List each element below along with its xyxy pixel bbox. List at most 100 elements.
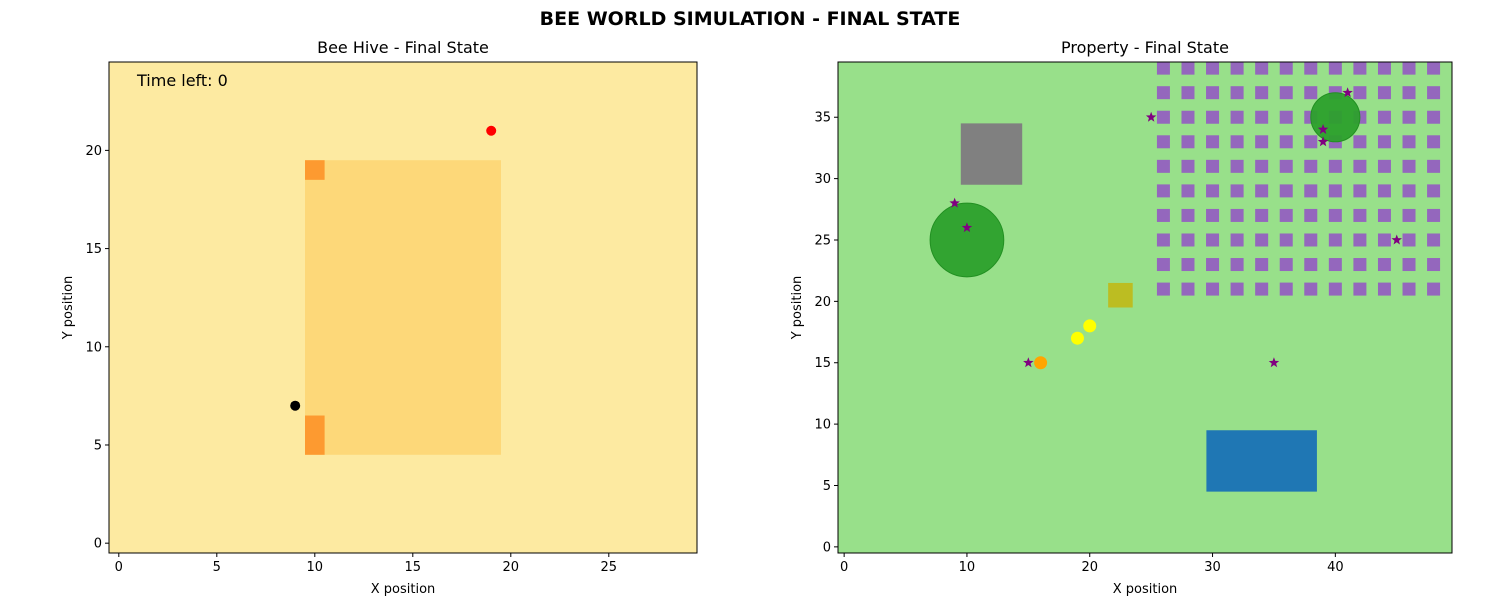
x-tick-label: 10 <box>307 560 324 575</box>
flower-marker <box>1402 208 1416 222</box>
flower-marker <box>1181 184 1195 198</box>
flower-marker <box>1353 184 1367 198</box>
flower-marker <box>1156 258 1170 272</box>
star-marker <box>949 197 960 208</box>
orange-bee-point <box>1034 356 1048 370</box>
flower-marker <box>1255 86 1269 100</box>
flower-marker <box>1279 110 1293 124</box>
flower-marker <box>1181 86 1195 100</box>
flower-marker <box>1402 282 1416 296</box>
flower-marker <box>1353 62 1367 75</box>
flower-marker <box>1304 62 1318 75</box>
hive-body <box>305 160 501 455</box>
flower-marker <box>1402 135 1416 149</box>
flower-marker <box>1255 208 1269 222</box>
x-tick-label: 20 <box>1081 560 1098 575</box>
y-tick-label: 0 <box>94 537 102 552</box>
x-tick-label: 40 <box>1327 560 1344 575</box>
flower-marker <box>1230 62 1244 75</box>
yellow-bee-point <box>1083 319 1097 333</box>
plot-area <box>109 62 697 553</box>
flower-marker <box>1353 233 1367 247</box>
flower-marker <box>1304 233 1318 247</box>
flower-marker <box>1230 233 1244 247</box>
x-tick-label: 5 <box>213 560 221 575</box>
flower-marker <box>1206 62 1220 75</box>
x-axis-label: X position <box>371 582 436 597</box>
flower-marker <box>1304 184 1318 198</box>
flower-marker <box>1427 135 1441 149</box>
y-tick-label: 5 <box>823 479 831 494</box>
flower-marker <box>1181 233 1195 247</box>
flower-marker <box>1279 282 1293 296</box>
x-axis-label: X position <box>1113 582 1178 597</box>
y-tick-label: 0 <box>823 540 831 555</box>
star-marker <box>1268 357 1280 368</box>
flower-marker <box>1328 208 1342 222</box>
flower-marker <box>1402 86 1416 100</box>
flower-marker <box>1328 159 1342 173</box>
flower-marker <box>1402 110 1416 124</box>
flower-marker <box>1156 159 1170 173</box>
x-tick-label: 25 <box>601 560 618 575</box>
y-tick-label: 5 <box>94 438 102 453</box>
star-marker <box>961 222 973 233</box>
black-marker-point <box>290 400 301 411</box>
flower-marker <box>1206 208 1220 222</box>
flower-marker <box>1427 86 1441 100</box>
pond-rect <box>1206 430 1317 492</box>
flower-marker <box>1427 282 1441 296</box>
flower-marker <box>1279 62 1293 75</box>
flower-marker <box>1230 159 1244 173</box>
hive-entrance <box>305 160 325 180</box>
flower-marker <box>1377 233 1391 247</box>
flower-marker <box>1230 110 1244 124</box>
time-left-annotation: Time left: 0 <box>136 71 228 90</box>
flower-marker <box>1328 233 1342 247</box>
y-tick-label: 35 <box>814 111 831 126</box>
flower-marker <box>1377 110 1391 124</box>
flower-marker <box>1279 135 1293 149</box>
y-tick-label: 20 <box>814 295 831 310</box>
star-marker <box>1145 111 1157 122</box>
y-axis-label: Y position <box>790 276 805 341</box>
flower-marker <box>1328 62 1342 75</box>
x-tick-label: 15 <box>405 560 422 575</box>
flower-marker <box>1156 282 1170 296</box>
axes-frame <box>837 61 1453 554</box>
flower-marker <box>1230 184 1244 198</box>
field-background <box>838 62 1452 553</box>
flower-marker <box>1328 184 1342 198</box>
flower-marker <box>1377 208 1391 222</box>
flower-marker <box>1328 258 1342 272</box>
flower-marker <box>1427 110 1441 124</box>
flower-marker <box>1279 208 1293 222</box>
flower-marker <box>1230 135 1244 149</box>
flower-marker <box>1427 233 1441 247</box>
flower-marker <box>1206 135 1220 149</box>
flower-marker <box>1230 208 1244 222</box>
flower-marker <box>1402 62 1416 75</box>
star-marker <box>1317 124 1329 134</box>
flower-marker <box>1255 159 1269 173</box>
flower-marker <box>1402 159 1416 173</box>
flower-marker <box>1206 233 1220 247</box>
flower-marker <box>1377 184 1391 198</box>
y-tick-label: 25 <box>814 233 831 248</box>
flower-marker <box>1255 135 1269 149</box>
flower-marker <box>1156 86 1170 100</box>
flower-marker <box>1181 62 1195 75</box>
flower-marker <box>1427 208 1441 222</box>
flower-marker <box>1206 184 1220 198</box>
y-tick-label: 15 <box>814 356 831 371</box>
x-tick-label: 0 <box>840 560 848 575</box>
flower-marker <box>1206 86 1220 100</box>
flower-marker <box>1230 282 1244 296</box>
x-tick-label: 10 <box>959 560 976 575</box>
star-marker <box>1391 234 1402 245</box>
flower-marker <box>1156 110 1170 124</box>
property-panel: 0 10 20 30 40 0 5 10 15 20 25 30 35 Property - Final … <box>790 38 1453 597</box>
box-rect <box>1108 282 1133 308</box>
flower-marker <box>1206 258 1220 272</box>
star-marker <box>1342 87 1353 98</box>
